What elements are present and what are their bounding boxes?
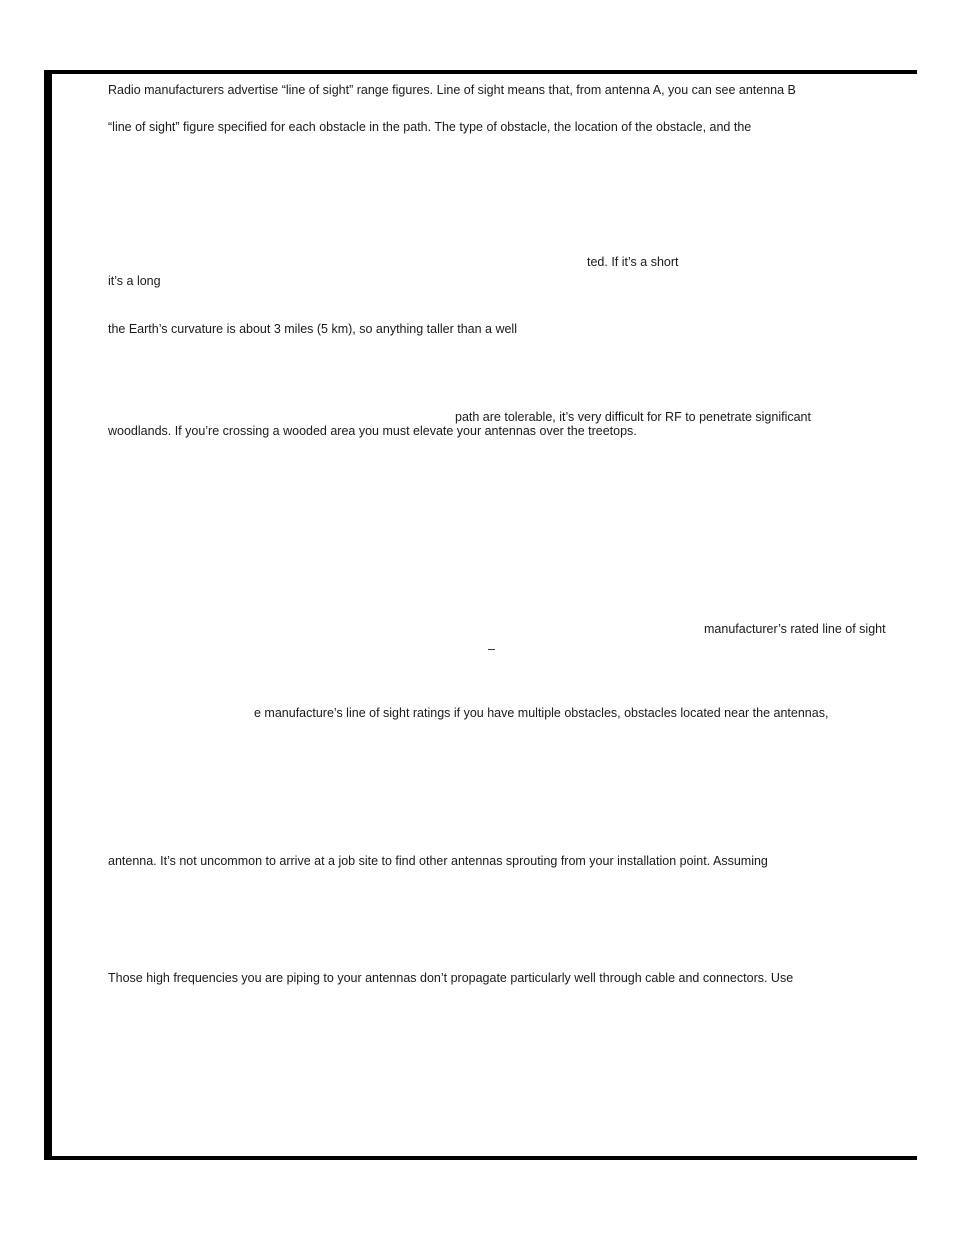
paragraph-long-fragment: it’s a long [108,274,161,289]
paragraph-earth-curvature: the Earth’s curvature is about 3 miles (… [108,322,517,337]
paragraph-antenna-jobsite: antenna. It’s not uncommon to arrive at … [108,854,913,869]
document-page: Radio manufacturers advertise “line of s… [0,0,954,1235]
paragraph-rated-los: manufacturer’s rated line of sight [704,622,886,637]
paragraph-woodlands: woodlands. If you’re crossing a wooded a… [108,424,913,439]
content-frame: Radio manufacturers advertise “line of s… [44,70,917,1160]
paragraph-obstacle-spec: “line of sight” figure specified for eac… [108,120,913,135]
dash-separator: – [488,642,495,657]
paragraph-line-of-sight-intro: Radio manufacturers advertise “line of s… [108,83,913,98]
paragraph-short-fragment: ted. If it’s a short [587,255,678,270]
paragraph-rf-penetrate: path are tolerable, it’s very difficult … [455,410,913,425]
paragraph-multiple-obstacles: e manufacture’s line of sight ratings if… [254,706,914,721]
paragraph-high-frequencies: Those high frequencies you are piping to… [108,971,913,986]
